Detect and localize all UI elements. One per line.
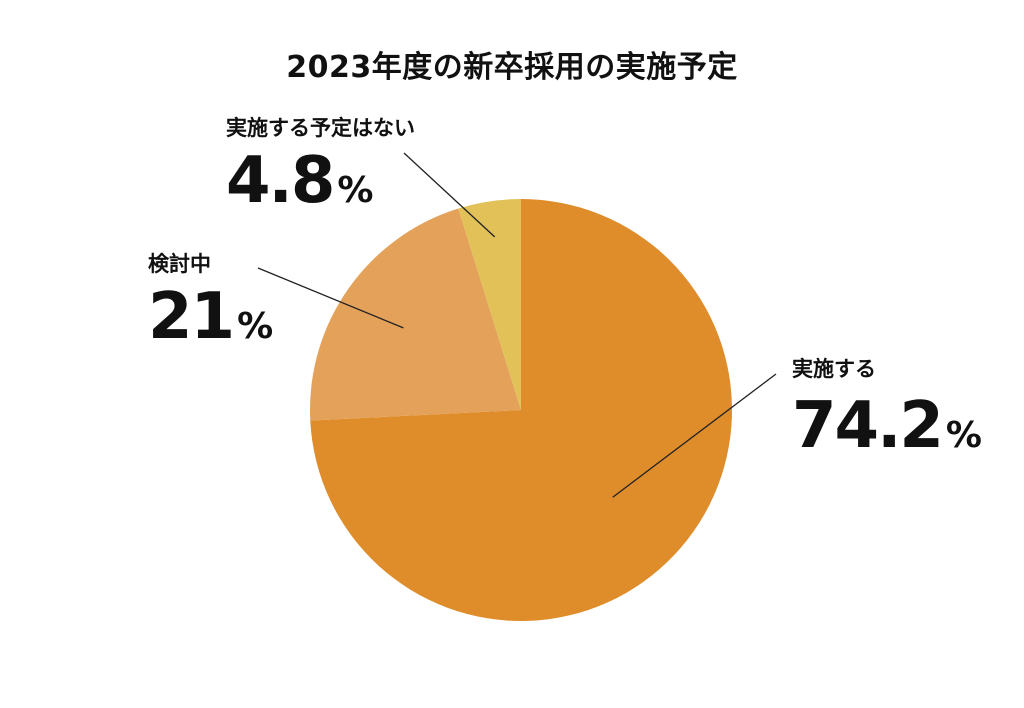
slice-value-number: 4.8 (226, 144, 335, 218)
slice-value-number: 21 (148, 280, 235, 354)
slice-label-kentou-chuu: 検討中 21% (148, 251, 273, 349)
slice-label-value: 74.2% (792, 394, 982, 458)
slice-label-jisshi-suru: 実施する 74.2% (792, 356, 982, 458)
slice-value-unit: % (237, 306, 274, 347)
slice-label-name: 実施する予定はない (226, 116, 415, 140)
slice-label-name: 実施する (792, 357, 876, 381)
slice-value-unit: % (337, 170, 374, 211)
pie-slice (310, 199, 732, 621)
chart-title: 2023年度の新卒採用の実施予定 (286, 50, 738, 85)
leader-line (403, 152, 496, 238)
slice-value-unit: % (945, 415, 982, 456)
slice-value-number: 74.2 (792, 389, 944, 463)
pie-slice (458, 199, 521, 410)
slice-label-name: 検討中 (148, 252, 211, 276)
slice-label-yotei-nashi: 実施する予定はない 4.8% (226, 115, 415, 213)
leader-line (612, 373, 777, 498)
slice-label-value: 21% (148, 285, 273, 349)
leader-line (257, 267, 404, 329)
pie-slice (310, 208, 521, 421)
slice-label-value: 4.8% (226, 149, 415, 213)
